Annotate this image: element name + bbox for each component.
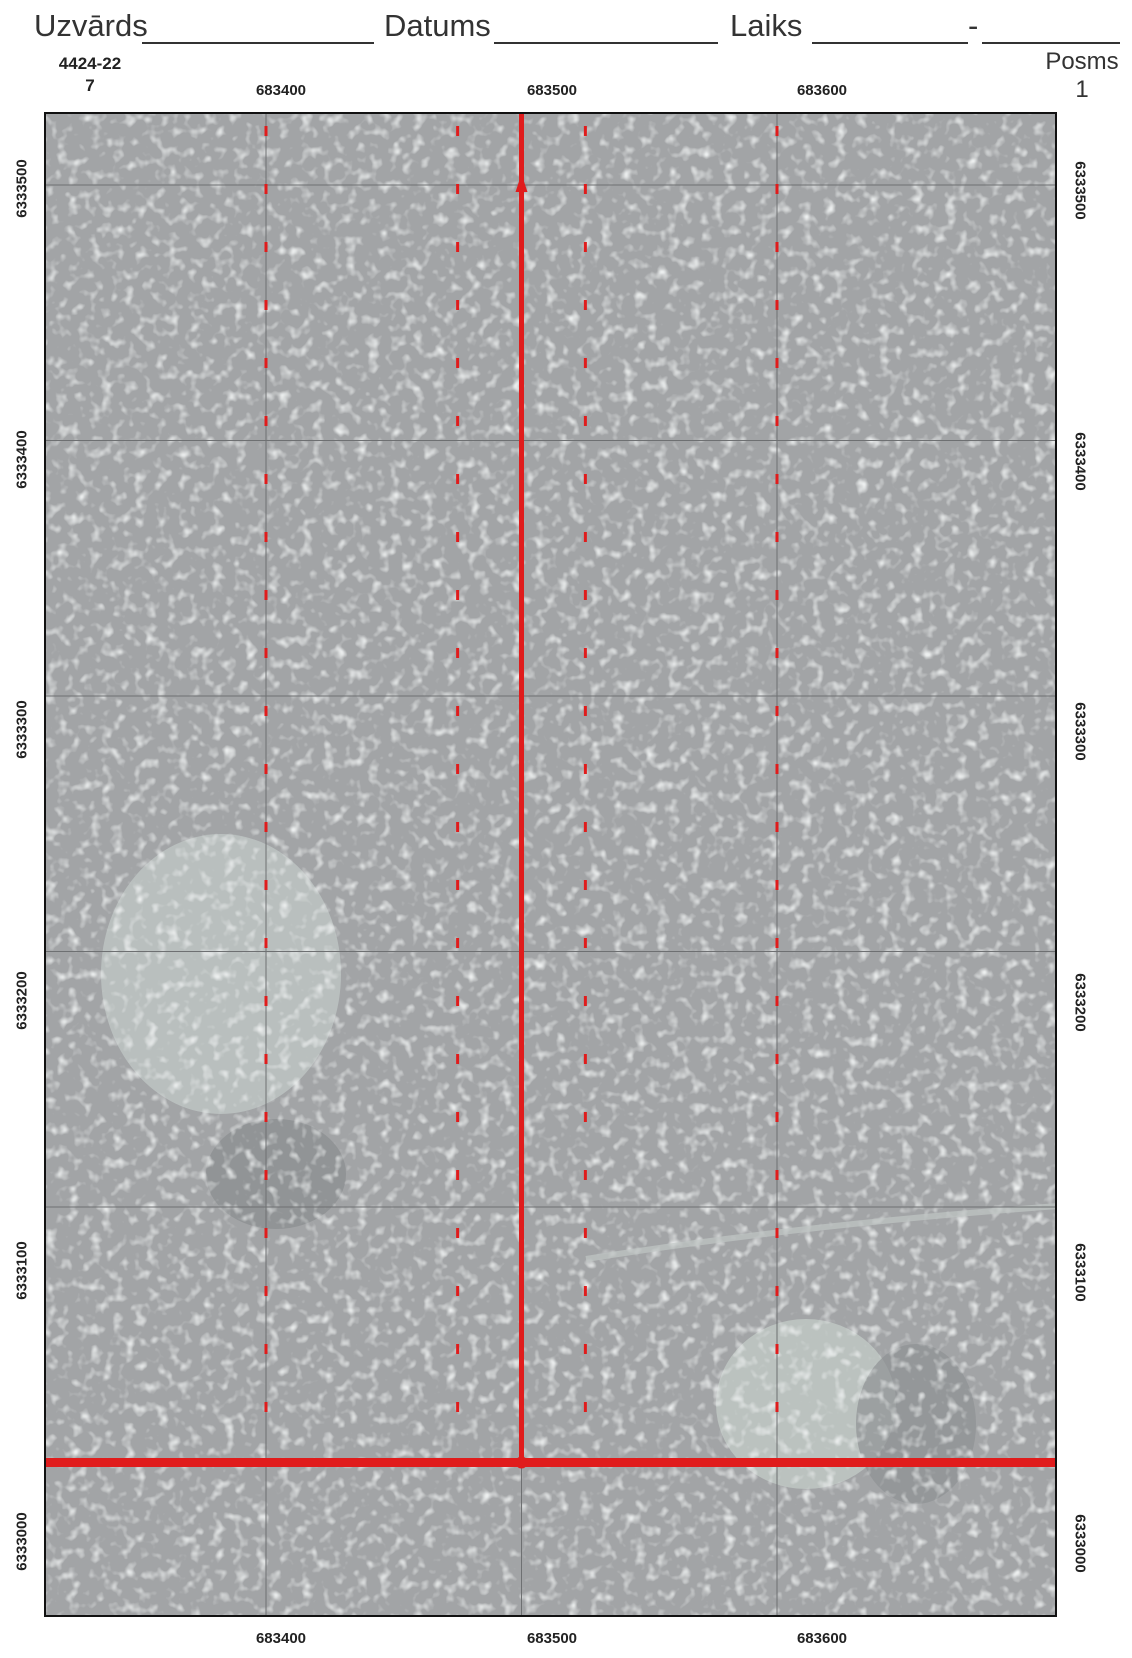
time-end-field-line[interactable] — [982, 42, 1120, 44]
segment-label: Posms — [1045, 48, 1119, 75]
tick-right-northing-2: 6333300 — [1071, 702, 1089, 761]
tick-bottom-easting-0: 683400 — [255, 1630, 307, 1647]
time-label: Laiks — [730, 8, 803, 43]
tick-right-northing-3: 6333200 — [1071, 973, 1089, 1032]
tick-top-easting-2: 683600 — [796, 82, 848, 99]
forest-canopy-texture — [46, 114, 1055, 1615]
tick-left-northing-3: 6333200 — [13, 971, 31, 1030]
sheet-id-line1: 4424-22 — [58, 54, 122, 73]
tick-right-northing-0: 6333500 — [1071, 161, 1089, 220]
tick-bottom-easting-2: 683600 — [796, 1630, 848, 1647]
segment-box: Posms 1 — [1032, 48, 1132, 104]
tick-right-northing-4: 6333100 — [1071, 1243, 1089, 1302]
tick-left-northing-1: 6333400 — [13, 430, 31, 489]
segment-value: 1 — [1075, 76, 1089, 103]
name-label: Uzvārds — [34, 8, 148, 43]
map-frame[interactable] — [44, 112, 1057, 1617]
route-start-marker — [515, 174, 528, 192]
tick-left-northing-2: 6333300 — [13, 700, 31, 759]
tick-left-northing-4: 6333100 — [13, 1241, 31, 1300]
tick-left-northing-0: 6333500 — [13, 159, 31, 218]
forest-track — [585, 1203, 1055, 1262]
map-canvas — [46, 114, 1055, 1615]
map-overlay — [46, 114, 1055, 1615]
tick-right-northing-5: 6333000 — [1071, 1514, 1089, 1573]
route-junction-marker — [515, 1456, 528, 1469]
date-field-line[interactable] — [494, 42, 718, 44]
sheet-id-line2: 7 — [85, 76, 95, 95]
date-label: Datums — [384, 8, 491, 43]
name-field-line[interactable] — [142, 42, 374, 44]
tick-bottom-easting-1: 683500 — [526, 1630, 578, 1647]
time-separator: - — [968, 8, 979, 43]
tick-left-northing-5: 6333000 — [13, 1512, 31, 1571]
tick-right-northing-1: 6333400 — [1071, 432, 1089, 491]
tick-top-easting-1: 683500 — [526, 82, 578, 99]
sheet-id: 4424-22 7 — [40, 54, 140, 96]
time-start-field-line[interactable] — [812, 42, 968, 44]
tick-top-easting-0: 683400 — [255, 82, 307, 99]
